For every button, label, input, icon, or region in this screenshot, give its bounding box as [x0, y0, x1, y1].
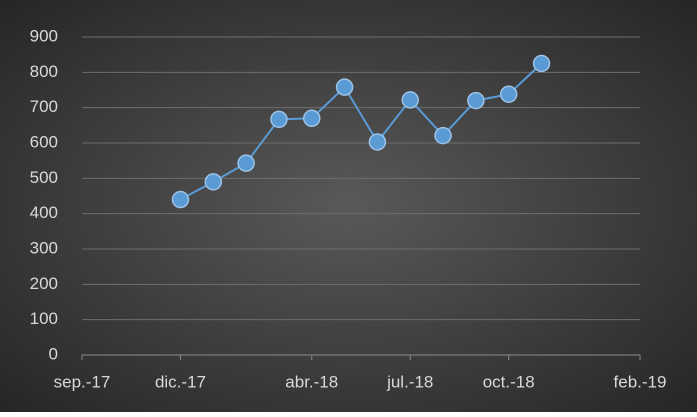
- x-tick-label: jul.-18: [386, 372, 433, 391]
- y-tick-label: 900: [30, 26, 58, 45]
- x-tick-label: oct.-18: [483, 372, 535, 391]
- marker: [532, 54, 551, 73]
- marker: [401, 91, 419, 109]
- y-tick-label: 600: [30, 132, 58, 151]
- marker: [204, 173, 223, 191]
- y-tick-label: 800: [30, 62, 58, 81]
- marker: [171, 190, 190, 209]
- y-tick-label: 100: [30, 309, 58, 328]
- x-tick-label: feb.-19: [614, 372, 667, 391]
- marker: [270, 110, 288, 129]
- y-tick-label: 700: [30, 97, 58, 116]
- x-tick-label: sep.-17: [54, 372, 111, 391]
- marker: [303, 109, 321, 128]
- y-tick-label: 400: [30, 203, 58, 222]
- marker: [467, 91, 485, 110]
- x-tick-label: dic.-17: [155, 372, 206, 391]
- marker: [368, 133, 387, 151]
- y-tick-label: 0: [49, 344, 58, 363]
- x-tick-label: abr.-18: [285, 372, 338, 391]
- y-tick-label: 200: [30, 274, 58, 293]
- marker: [434, 126, 452, 145]
- marker: [499, 85, 518, 103]
- marker: [237, 154, 255, 172]
- y-tick-label: 300: [30, 238, 58, 257]
- marker: [335, 78, 354, 96]
- y-tick-label: 500: [30, 168, 58, 187]
